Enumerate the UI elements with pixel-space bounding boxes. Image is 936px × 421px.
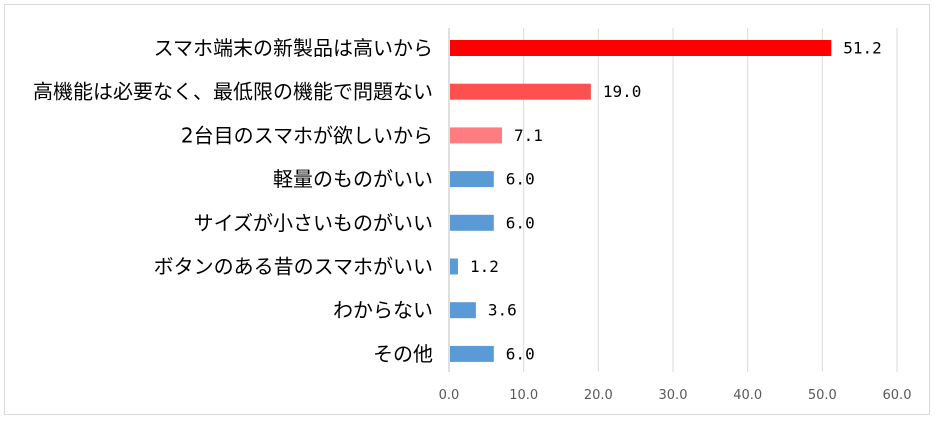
x-tick-label: 50.0 [808,388,837,403]
x-tick-label: 10.0 [509,388,538,403]
value-label: 19.0 [603,82,642,101]
x-tick-label: 20.0 [584,388,613,403]
x-tick-label: 0.0 [439,388,460,403]
bar [450,83,591,100]
grid-lines [448,28,898,372]
bars [450,40,832,362]
category-label: スマホ端末の新製品は高いから [154,36,433,60]
category-label: 2台目のスマホが欲しいから [181,123,433,147]
category-label: ボタンのある昔のスマホがいい [154,255,433,279]
value-label: 6.0 [506,170,535,189]
value-label: 7.1 [514,126,543,145]
bar [450,258,458,275]
bar [450,171,494,188]
category-label: サイズが小さいものがいい [194,211,433,235]
x-tick-label: 30.0 [659,388,688,403]
category-label: その他 [373,342,433,366]
value-label: 6.0 [506,344,535,363]
value-label: 6.0 [506,213,535,232]
category-label: わからない [333,298,433,322]
bar [450,127,503,144]
value-label: 51.2 [843,39,882,58]
x-tick-label: 60.0 [883,388,912,403]
bar [450,302,476,319]
category-label: 軽量のものがいい [273,167,433,191]
value-label: 3.6 [488,301,517,320]
value-label: 1.2 [470,257,499,276]
bar [450,40,832,56]
bar [450,345,494,362]
x-tick-labels: 0.0 10.0 20.0 30.0 40.0 50.0 60.0 [439,388,912,403]
x-tick-label: 40.0 [733,388,762,403]
bar [450,214,494,231]
value-labels: 51.2 19.0 7.1 6.0 6.0 1.2 3.6 6.0 [470,39,882,364]
category-label: 高機能は必要なく、最低限の機能で問題ない [33,80,433,104]
